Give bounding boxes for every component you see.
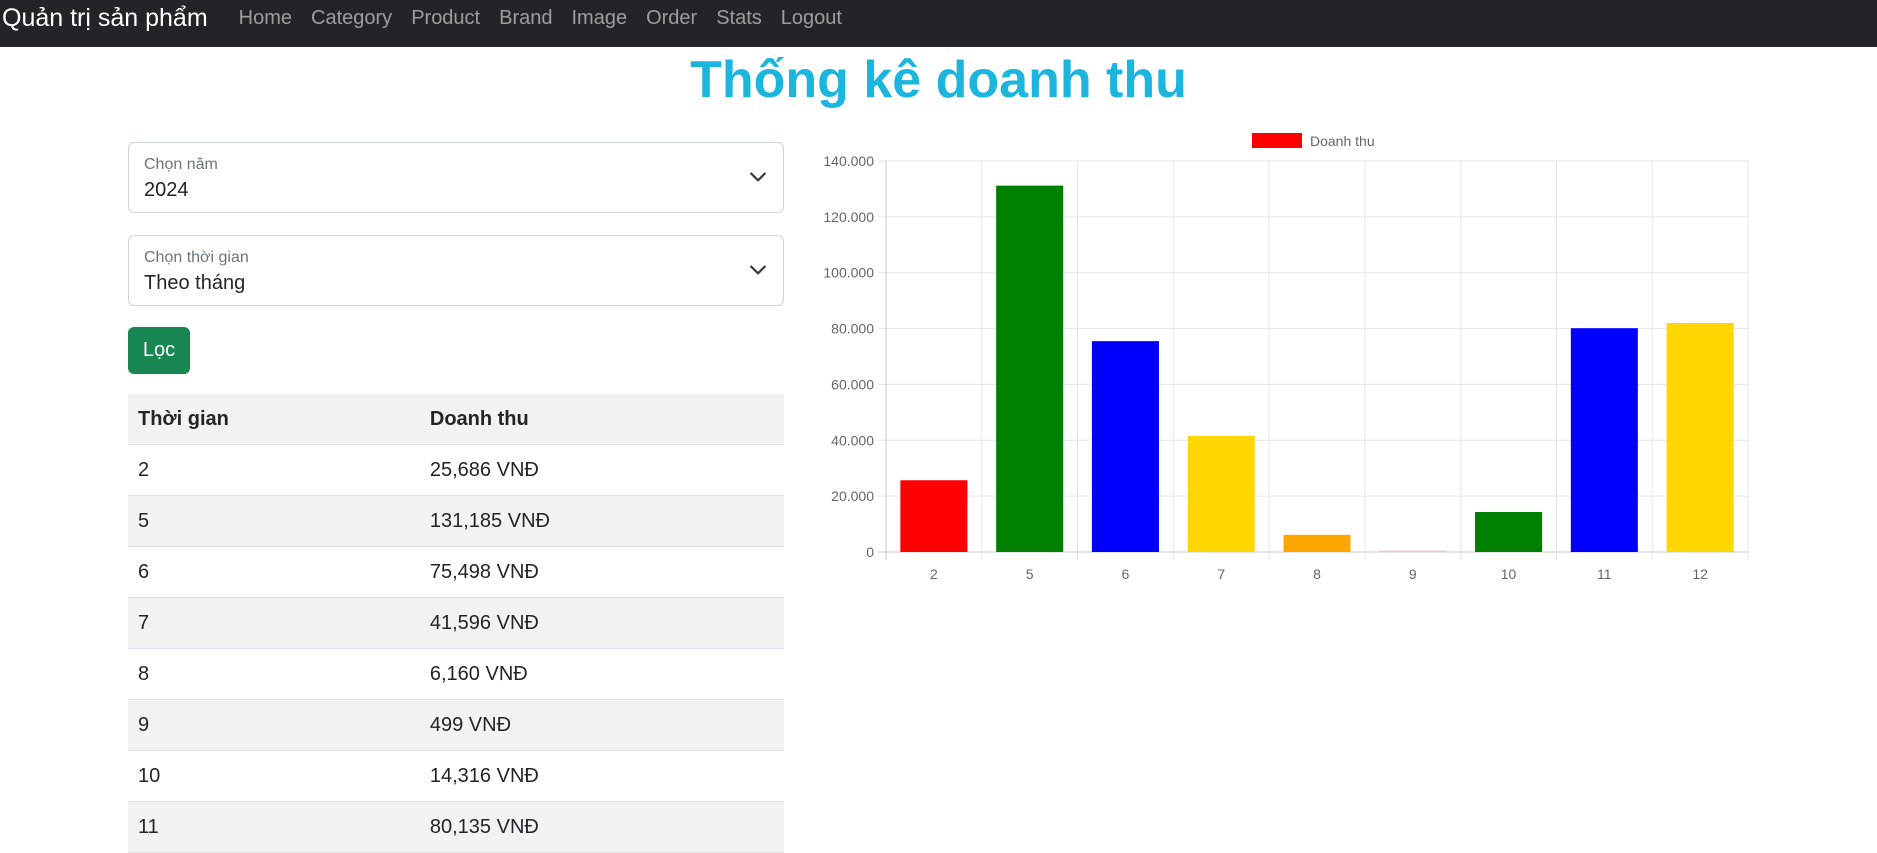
- x-tick-label: 5: [1026, 566, 1034, 582]
- table-cell-time: 10: [128, 750, 430, 802]
- x-tick-label: 11: [1597, 566, 1612, 582]
- bar-month-8: [1283, 534, 1351, 552]
- bar-month-2: [900, 480, 968, 552]
- revenue-table: Thời gian Doanh thu 2 25,686 VNĐ 5 131,1…: [128, 394, 784, 853]
- x-tick-label: 9: [1409, 566, 1417, 582]
- table-row: 5 131,185 VNĐ: [128, 495, 784, 547]
- x-tick-label: 6: [1122, 566, 1130, 582]
- bar-month-10: [1475, 512, 1543, 552]
- period-select[interactable]: Chọn thời gian Theo tháng: [128, 235, 784, 306]
- bar-month-9: [1379, 550, 1447, 552]
- y-tick-label: 140.000: [823, 153, 874, 169]
- x-tick-label: 2: [930, 566, 938, 582]
- filter-button[interactable]: Lọc: [128, 327, 190, 374]
- y-tick-label: 120.000: [823, 209, 874, 225]
- table-cell-time: 5: [128, 495, 430, 547]
- y-tick-label: 100.000: [823, 265, 874, 281]
- y-tick-label: 20.000: [831, 488, 874, 504]
- nav-link-stats[interactable]: Stats: [716, 7, 762, 29]
- column-header-revenue: Doanh thu: [429, 394, 784, 445]
- table-cell-revenue: 25,686 VNĐ: [429, 444, 784, 496]
- nav-link-category[interactable]: Category: [311, 7, 393, 29]
- period-select-label: Chọn thời gian: [144, 249, 249, 266]
- bar-month-7: [1187, 435, 1255, 552]
- chevron-down-icon: [750, 265, 766, 275]
- navbar: Quản trị sản phẩm Home Category Product …: [0, 0, 1877, 47]
- revenue-bar-chart: 0 20.000 40.000 60.000 80.000 100.000 120.000 1…: [823, 133, 1749, 582]
- nav-link-order[interactable]: Order: [646, 7, 698, 29]
- table-cell-time: 8: [128, 648, 430, 700]
- table-row: 10 14,316 VNĐ: [128, 750, 784, 802]
- nav-link-product[interactable]: Product: [411, 7, 481, 29]
- table-cell-revenue: 499 VNĐ: [429, 699, 784, 751]
- x-tick-label: 10: [1501, 566, 1517, 582]
- revenue-chart: 0 20.000 40.000 60.000 80.000 100.000 120.000 1…: [800, 124, 1760, 594]
- legend-swatch: [1252, 133, 1302, 148]
- table-cell-time: 7: [128, 597, 430, 649]
- table-row: 9 499 VNĐ: [128, 699, 784, 751]
- y-tick-label: 80.000: [831, 321, 874, 337]
- table-row: 8 6,160 VNĐ: [128, 648, 784, 700]
- y-tick-label: 60.000: [831, 376, 874, 392]
- table-row: 2 25,686 VNĐ: [128, 444, 784, 496]
- y-tick-label: 40.000: [831, 432, 874, 448]
- table-cell-revenue: 80,135 VNĐ: [429, 801, 784, 853]
- table-cell-time: 2: [128, 444, 430, 496]
- table-cell-revenue: 6,160 VNĐ: [429, 648, 784, 700]
- table-row: 7 41,596 VNĐ: [128, 597, 784, 649]
- navbar-brand[interactable]: Quản trị sản phẩm: [2, 4, 208, 32]
- x-tick-label: 8: [1313, 566, 1321, 582]
- x-tick-label: 7: [1217, 566, 1225, 582]
- table-cell-revenue: 14,316 VNĐ: [429, 750, 784, 802]
- bar-month-6: [1091, 341, 1159, 552]
- period-select-value: Theo tháng: [144, 272, 246, 294]
- table-cell-revenue: 131,185 VNĐ: [429, 495, 784, 547]
- year-select-label: Chọn năm: [144, 156, 218, 173]
- year-select-value: 2024: [144, 179, 189, 201]
- page-title: Thống kê doanh thu: [690, 51, 1187, 109]
- table-row: 6 75,498 VNĐ: [128, 546, 784, 598]
- table-header-row: Thời gian Doanh thu: [128, 394, 784, 445]
- bar-month-11: [1570, 328, 1638, 552]
- nav-link-home[interactable]: Home: [238, 7, 293, 29]
- table-cell-revenue: 75,498 VNĐ: [429, 546, 784, 598]
- table-cell-revenue: 41,596 VNĐ: [429, 597, 784, 649]
- nav-link-logout[interactable]: Logout: [780, 7, 842, 29]
- chevron-down-icon: [750, 172, 766, 182]
- table-cell-time: 6: [128, 546, 430, 598]
- x-tick-label: 12: [1692, 566, 1708, 582]
- bar-month-5: [996, 185, 1064, 553]
- nav-link-brand[interactable]: Brand: [499, 7, 553, 29]
- year-select[interactable]: Chọn năm 2024: [128, 142, 784, 213]
- bar-month-12: [1666, 322, 1734, 552]
- nav-link-image[interactable]: Image: [571, 7, 628, 29]
- table-row: 11 80,135 VNĐ: [128, 801, 784, 853]
- column-header-time: Thời gian: [128, 394, 430, 445]
- table-cell-time: 11: [128, 801, 430, 853]
- legend-label: Doanh thu: [1310, 133, 1375, 149]
- table-cell-time: 9: [128, 699, 430, 751]
- y-tick-label: 0: [866, 544, 874, 560]
